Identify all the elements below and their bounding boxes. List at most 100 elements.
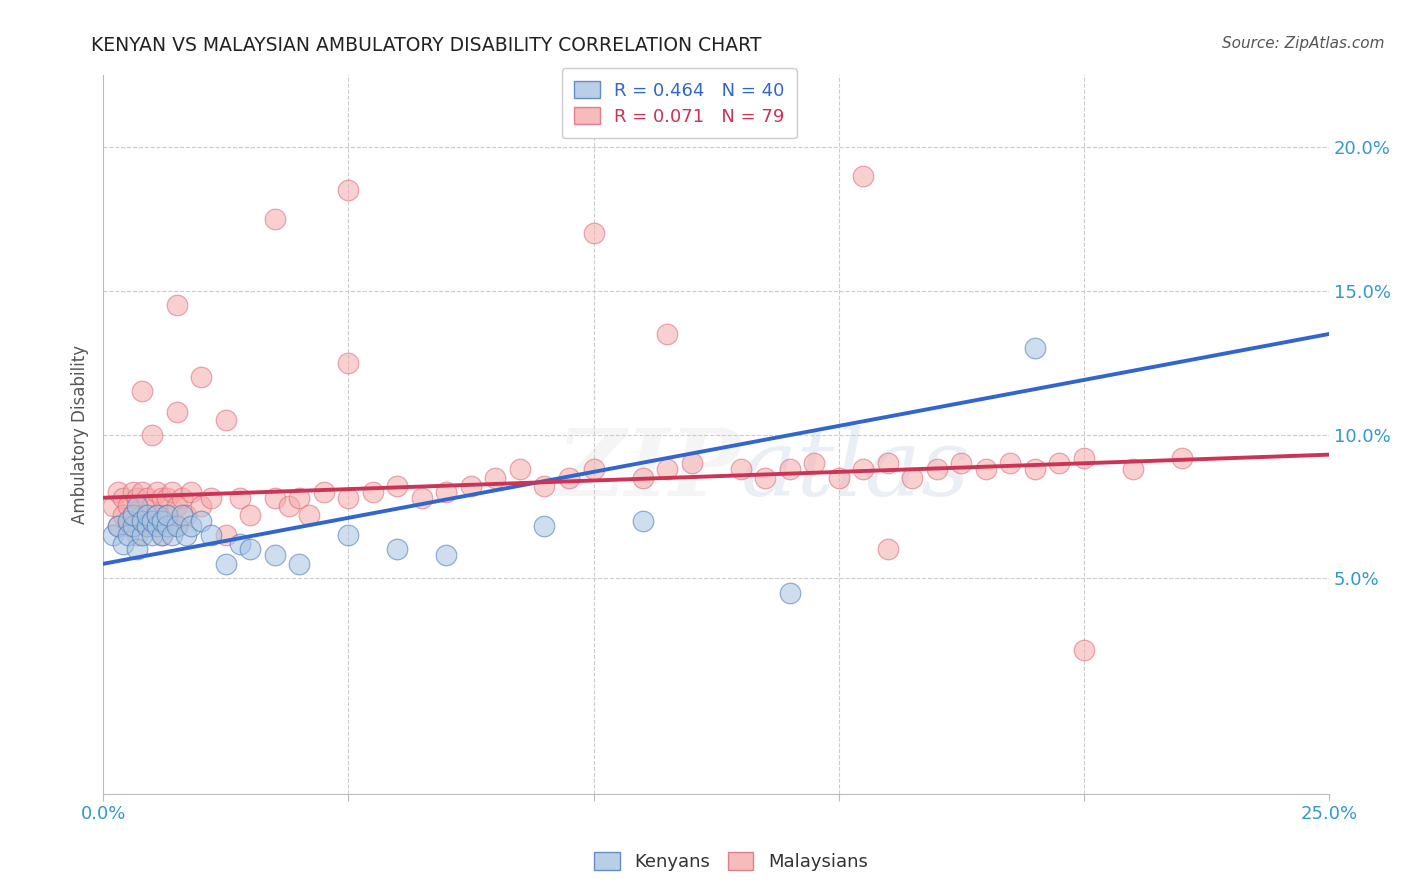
Point bbox=[131, 514, 153, 528]
Point bbox=[484, 470, 506, 484]
Point bbox=[288, 491, 311, 505]
Point bbox=[298, 508, 321, 522]
Point bbox=[150, 514, 173, 528]
Point bbox=[1024, 462, 1046, 476]
Point bbox=[803, 456, 825, 470]
Point bbox=[1024, 342, 1046, 356]
Point bbox=[190, 370, 212, 384]
Legend: Kenyans, Malaysians: Kenyans, Malaysians bbox=[588, 846, 875, 879]
Point bbox=[278, 500, 301, 514]
Point bbox=[141, 514, 163, 528]
Point bbox=[136, 508, 159, 522]
Point bbox=[121, 508, 143, 522]
Point bbox=[411, 491, 433, 505]
Point bbox=[127, 491, 149, 505]
Point bbox=[146, 508, 169, 522]
Point bbox=[166, 298, 188, 312]
Point bbox=[146, 519, 169, 533]
Point bbox=[337, 491, 360, 505]
Point bbox=[136, 514, 159, 528]
Point bbox=[509, 462, 531, 476]
Text: atlas: atlas bbox=[741, 425, 970, 516]
Point bbox=[156, 491, 179, 505]
Text: KENYAN VS MALAYSIAN AMBULATORY DISABILITY CORRELATION CHART: KENYAN VS MALAYSIAN AMBULATORY DISABILIT… bbox=[91, 36, 762, 54]
Point bbox=[200, 491, 222, 505]
Point bbox=[160, 485, 183, 500]
Point bbox=[121, 519, 143, 533]
Point bbox=[166, 500, 188, 514]
Point bbox=[141, 500, 163, 514]
Point bbox=[176, 508, 198, 522]
Point bbox=[180, 519, 202, 533]
Point bbox=[146, 485, 169, 500]
Point bbox=[1000, 456, 1022, 470]
Point bbox=[117, 500, 139, 514]
Point bbox=[107, 485, 129, 500]
Point bbox=[117, 514, 139, 528]
Point bbox=[852, 169, 875, 183]
Point bbox=[337, 183, 360, 197]
Point bbox=[779, 585, 801, 599]
Point bbox=[215, 413, 238, 427]
Point bbox=[901, 470, 924, 484]
Point bbox=[828, 470, 851, 484]
Point bbox=[121, 508, 143, 522]
Point bbox=[215, 528, 238, 542]
Point bbox=[180, 485, 202, 500]
Point bbox=[121, 485, 143, 500]
Point bbox=[176, 528, 198, 542]
Point bbox=[631, 470, 654, 484]
Point bbox=[239, 542, 262, 557]
Point bbox=[852, 462, 875, 476]
Point bbox=[136, 491, 159, 505]
Point bbox=[288, 557, 311, 571]
Point bbox=[1073, 450, 1095, 465]
Point bbox=[146, 508, 169, 522]
Point bbox=[215, 557, 238, 571]
Point bbox=[263, 548, 285, 562]
Text: Source: ZipAtlas.com: Source: ZipAtlas.com bbox=[1222, 36, 1385, 51]
Point bbox=[631, 514, 654, 528]
Point bbox=[387, 542, 409, 557]
Point bbox=[974, 462, 997, 476]
Point bbox=[111, 491, 134, 505]
Point bbox=[229, 537, 252, 551]
Point bbox=[1047, 456, 1070, 470]
Point bbox=[156, 508, 179, 522]
Point bbox=[131, 384, 153, 399]
Point bbox=[141, 528, 163, 542]
Point bbox=[436, 485, 458, 500]
Point bbox=[150, 491, 173, 505]
Point bbox=[107, 519, 129, 533]
Point bbox=[190, 500, 212, 514]
Point bbox=[131, 485, 153, 500]
Point bbox=[387, 479, 409, 493]
Point bbox=[156, 519, 179, 533]
Point bbox=[655, 326, 678, 341]
Point bbox=[131, 528, 153, 542]
Point bbox=[166, 519, 188, 533]
Text: ZIP: ZIP bbox=[557, 425, 741, 516]
Point bbox=[166, 404, 188, 418]
Point bbox=[263, 491, 285, 505]
Point bbox=[436, 548, 458, 562]
Point bbox=[239, 508, 262, 522]
Y-axis label: Ambulatory Disability: Ambulatory Disability bbox=[72, 345, 89, 524]
Point bbox=[136, 519, 159, 533]
Point bbox=[127, 528, 149, 542]
Point bbox=[127, 542, 149, 557]
Point bbox=[200, 528, 222, 542]
Point bbox=[460, 479, 482, 493]
Point bbox=[655, 462, 678, 476]
Point bbox=[117, 528, 139, 542]
Point bbox=[1122, 462, 1144, 476]
Point bbox=[131, 508, 153, 522]
Point bbox=[166, 519, 188, 533]
Point bbox=[111, 508, 134, 522]
Point bbox=[754, 470, 776, 484]
Point bbox=[150, 528, 173, 542]
Point bbox=[337, 528, 360, 542]
Point bbox=[141, 427, 163, 442]
Point bbox=[337, 356, 360, 370]
Point bbox=[150, 528, 173, 542]
